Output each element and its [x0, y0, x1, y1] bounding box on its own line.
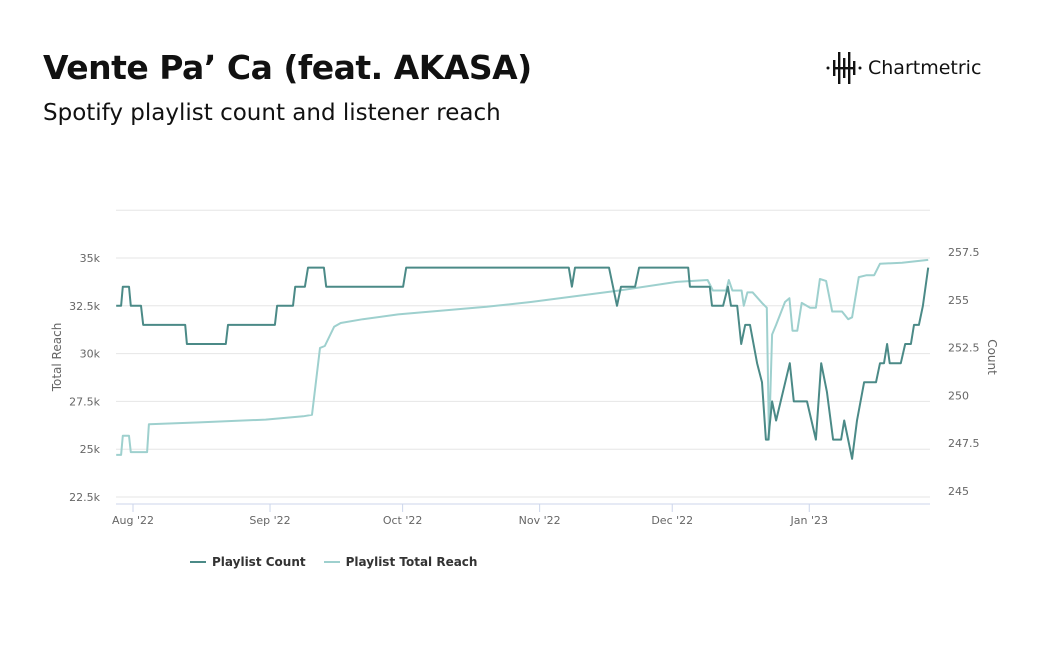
x-tick-label: Dec '22 — [651, 514, 693, 527]
y-left-axis-title: Total Reach — [50, 323, 64, 393]
y-right-tick-label: 245 — [948, 485, 969, 498]
legend-swatch — [190, 561, 206, 563]
x-tick-label: Nov '22 — [519, 514, 561, 527]
y-left-tick-label: 27.5k — [69, 395, 100, 408]
y-left-tick-label: 35k — [80, 252, 101, 265]
y-left-tick-label: 22.5k — [69, 491, 100, 504]
y-right-tick-label: 252.5 — [948, 342, 980, 355]
waveform-logo-icon — [826, 52, 862, 84]
series-line-playlist-total-reach[interactable] — [116, 258, 929, 456]
y-right-axis-title: Count — [985, 339, 999, 375]
x-tick-label: Sep '22 — [249, 514, 290, 527]
y-right-tick-label: 250 — [948, 389, 969, 402]
legend-label: Playlist Total Reach — [345, 555, 478, 569]
y-left-tick-label: 32.5k — [69, 300, 100, 313]
y-right-tick-label: 257.5 — [948, 246, 980, 259]
legend: Playlist Count Playlist Total Reach — [190, 555, 477, 569]
legend-swatch — [323, 561, 340, 563]
legend-item-playlist-count[interactable]: Playlist Count — [190, 555, 306, 569]
page-title: Vente Pa’ Ca (feat. AKASA) — [43, 48, 532, 87]
legend-item-playlist-total-reach[interactable]: Playlist Total Reach — [323, 555, 478, 569]
y-right-tick-label: 255 — [948, 294, 969, 307]
chartmetric-logo: Chartmetric — [826, 50, 981, 86]
logo-text: Chartmetric — [868, 57, 982, 79]
x-tick-label: Aug '22 — [112, 514, 154, 527]
y-left-tick-label: 25k — [80, 443, 101, 456]
x-tick-label: Oct '22 — [383, 514, 423, 527]
x-tick-label: Jan '23 — [790, 514, 828, 527]
legend-label: Playlist Count — [212, 555, 306, 569]
series-line-playlist-count[interactable] — [116, 266, 930, 460]
y-left-tick-label: 30k — [80, 348, 101, 361]
page-subtitle: Spotify playlist count and listener reac… — [43, 100, 501, 126]
y-right-tick-label: 247.5 — [948, 437, 980, 450]
